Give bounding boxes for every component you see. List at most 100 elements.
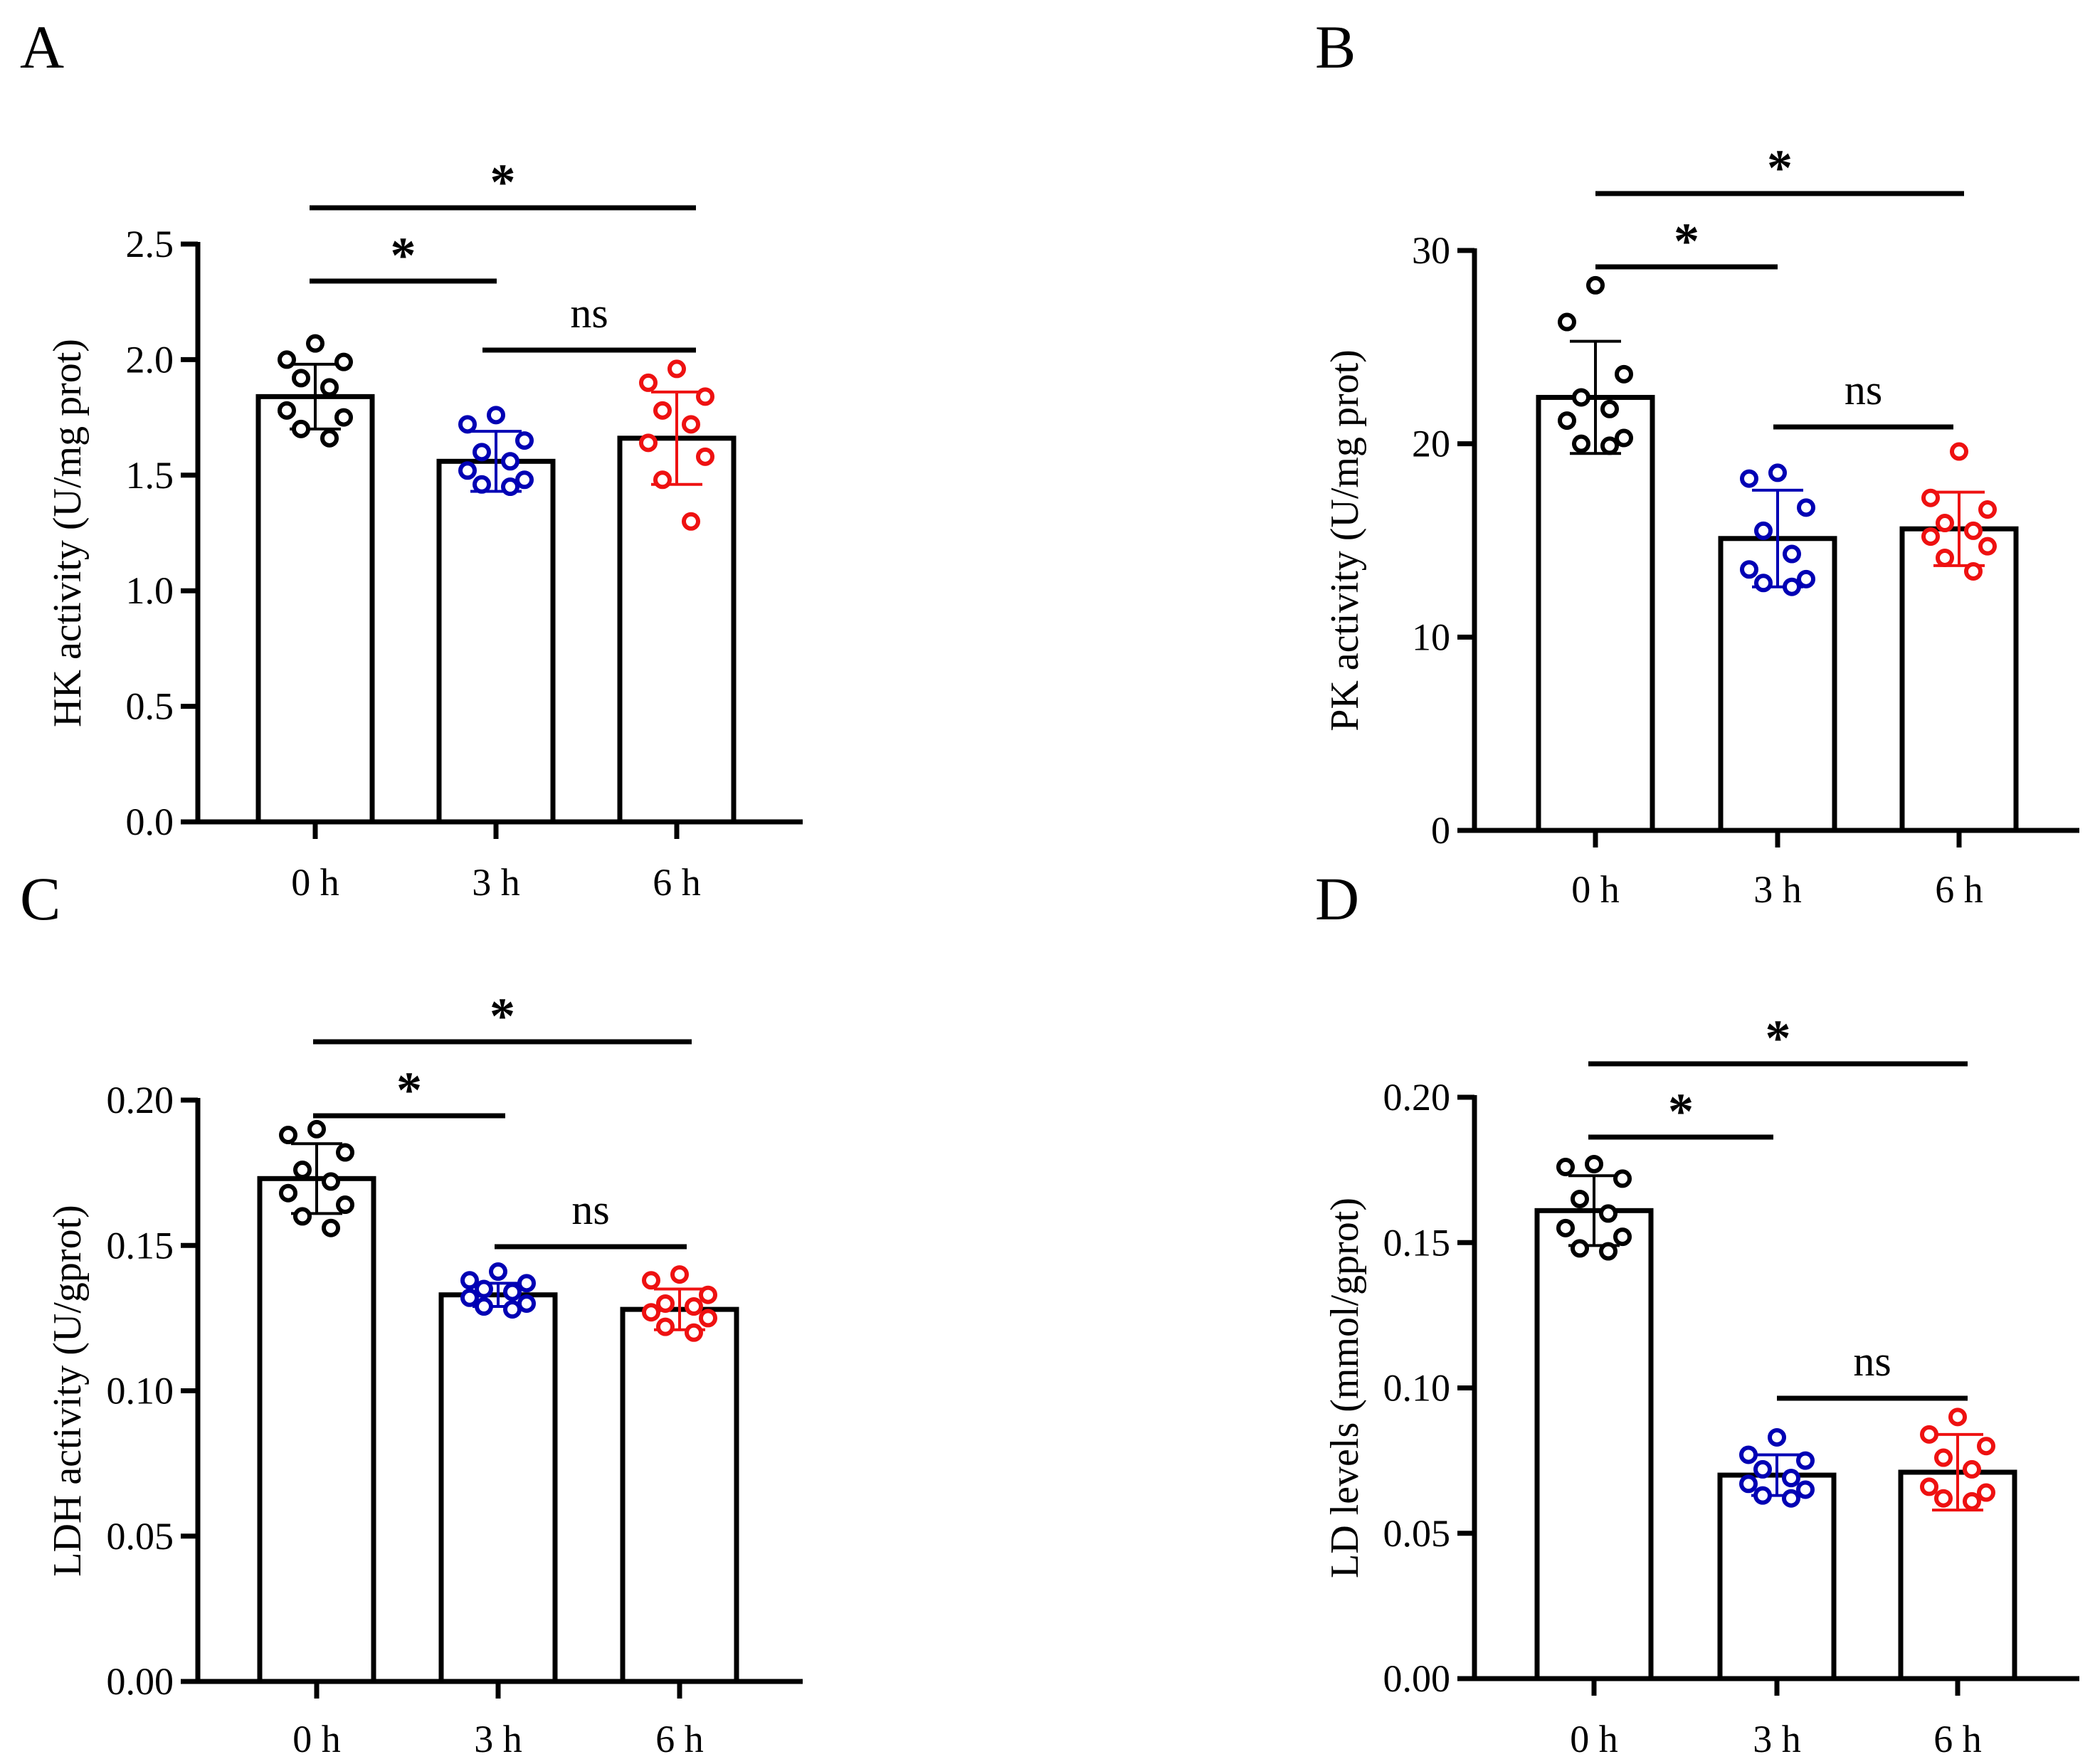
data-point — [1613, 1227, 1632, 1247]
data-point — [1585, 1154, 1603, 1173]
data-point — [1572, 388, 1590, 407]
data-point — [475, 1279, 493, 1299]
data-point — [670, 1265, 689, 1284]
y-tick-label: 1.0 — [126, 569, 174, 612]
data-point — [1599, 1204, 1618, 1223]
data-point — [501, 452, 519, 471]
data-point — [1978, 537, 1997, 556]
data-point — [336, 1195, 354, 1215]
y-tick-label: 2.0 — [126, 338, 174, 381]
y-tick-label: 0 — [1431, 809, 1450, 852]
significance-star: * — [1767, 139, 1793, 196]
data-point — [1754, 521, 1773, 540]
data-point — [503, 1282, 522, 1301]
y-tick-label: 0.05 — [1383, 1512, 1451, 1555]
significance-star: * — [490, 154, 516, 211]
chart-panel-a: A HK activity (U/mg prot) 0.0 0.5 1.0 1.5 2.0 2… — [20, 13, 803, 904]
data-point — [307, 1119, 326, 1139]
bar-0 — [257, 1176, 376, 1684]
data-point — [653, 470, 672, 490]
bar-0 — [255, 394, 375, 825]
data-point — [320, 378, 339, 397]
data-point — [320, 428, 339, 448]
significance-star: * — [1668, 1083, 1694, 1140]
data-point — [503, 1300, 522, 1319]
data-point — [656, 1317, 675, 1336]
y-axis-label: LD levels (mmol/gprot) — [1323, 1198, 1367, 1578]
x-tick-label: 6 h — [1935, 868, 1983, 911]
data-point — [1934, 1448, 1953, 1467]
panel-letter: A — [20, 13, 64, 81]
data-point — [278, 401, 296, 420]
x-tick-label: 0 h — [1571, 868, 1620, 911]
data-point — [1753, 1486, 1772, 1505]
panel-letter: B — [1315, 13, 1356, 81]
significance-star: * — [1674, 213, 1699, 270]
data-point — [1783, 577, 1801, 596]
data-point — [1977, 1483, 1995, 1502]
data-point — [1934, 1489, 1953, 1508]
data-point — [458, 415, 477, 434]
y-tick-label: 0.15 — [1383, 1221, 1451, 1264]
y-tick-label: 2.5 — [126, 223, 174, 265]
y-tick-label: 0.20 — [1383, 1076, 1451, 1119]
data-point — [1586, 275, 1605, 295]
x-tick-label: 3 h — [474, 1718, 522, 1760]
significance-star: * — [396, 1062, 422, 1119]
data-point — [322, 1218, 340, 1237]
y-tick-label: 20 — [1412, 423, 1450, 465]
data-point — [696, 447, 714, 466]
data-point — [1600, 436, 1619, 455]
data-point — [1556, 1218, 1575, 1237]
data-point — [1963, 1459, 1981, 1479]
data-point — [1571, 1189, 1589, 1208]
data-point — [667, 359, 686, 379]
data-point — [682, 512, 700, 531]
data-point — [1739, 1474, 1758, 1494]
data-point — [336, 1143, 354, 1162]
chart-panel-d: D LD levels (mmol/gprot) 0.00 0.05 0.10 0.15 0… — [1315, 865, 2079, 1760]
bar-1 — [1718, 536, 1837, 833]
data-point — [1599, 1242, 1618, 1261]
data-point — [473, 443, 491, 462]
bar-2 — [620, 1306, 739, 1684]
data-point — [1571, 1239, 1589, 1258]
y-axis-label: HK activity (U/mg prot) — [46, 339, 90, 727]
y-tick-label: 0.10 — [1383, 1367, 1451, 1410]
significance-ns: ns — [1853, 1338, 1891, 1385]
data-point — [1768, 463, 1787, 482]
data-point — [475, 1297, 493, 1316]
data-point — [460, 1288, 479, 1307]
data-point — [1796, 1451, 1815, 1470]
bar-1 — [438, 1292, 558, 1684]
data-point — [1558, 411, 1576, 431]
y-tick-label: 30 — [1412, 229, 1450, 272]
data-point — [517, 1274, 536, 1293]
data-point — [279, 1126, 297, 1145]
data-point — [1964, 521, 1983, 540]
chart-panel-b: B PK activity (U/mg prot) 0 10 20 30 0 h 3 h 6 h… — [1315, 13, 2079, 911]
y-tick-label: 0.00 — [1383, 1657, 1451, 1700]
data-point — [1796, 1480, 1815, 1499]
data-point — [292, 369, 310, 388]
data-point — [473, 475, 491, 494]
data-point — [293, 1207, 312, 1226]
significance-star: * — [490, 988, 515, 1045]
data-point — [458, 461, 477, 480]
data-point — [1615, 428, 1633, 448]
panel-letter: D — [1315, 865, 1359, 933]
significance-star: * — [391, 227, 416, 284]
data-point — [1920, 1425, 1938, 1444]
data-point — [1572, 434, 1590, 453]
data-point — [639, 433, 658, 453]
data-point — [1615, 364, 1633, 384]
data-point — [642, 1303, 660, 1322]
data-point — [1921, 488, 1940, 507]
y-tick-label: 0.0 — [126, 801, 174, 843]
data-point — [653, 401, 672, 420]
significance-ns: ns — [1845, 366, 1882, 413]
chart-panel-c: C LDH activity (U/gprot) 0.00 0.05 0.10 0.15 0… — [20, 865, 803, 1760]
y-tick-label: 0.00 — [107, 1660, 174, 1703]
data-point — [685, 1297, 703, 1316]
data-point — [685, 1323, 703, 1342]
